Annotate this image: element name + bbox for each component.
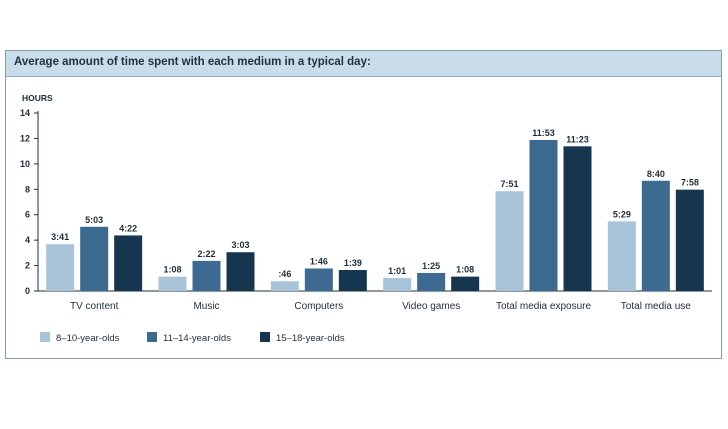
- y-tick-label: 6: [25, 210, 30, 220]
- data-label: 2:22: [197, 249, 215, 259]
- legend-label: 11–14-year-olds: [163, 333, 231, 344]
- y-tick-label: 8: [25, 184, 30, 194]
- x-category-label: Video games: [402, 301, 460, 312]
- legend-swatch: [147, 332, 157, 342]
- data-label: 1:08: [456, 265, 474, 275]
- bar: [192, 260, 221, 291]
- data-label: 3:41: [51, 232, 69, 242]
- y-tick-label: 10: [20, 159, 30, 169]
- legend-label: 8–10-year-olds: [56, 333, 120, 344]
- data-label: 1:46: [310, 256, 328, 266]
- chart-title: Average amount of time spent with each m…: [14, 56, 371, 68]
- data-label: 11:53: [532, 128, 555, 138]
- legend-label: 15–18-year-olds: [276, 333, 345, 344]
- data-label: 7:51: [500, 179, 518, 189]
- bar: [495, 191, 524, 291]
- x-category-label: Computers: [294, 301, 343, 312]
- bar: [338, 270, 367, 291]
- bar: [114, 235, 143, 291]
- data-label: 4:22: [119, 223, 137, 233]
- bar: [563, 146, 592, 291]
- x-category-label: Total media exposure: [496, 301, 591, 312]
- data-label: :46: [278, 269, 291, 279]
- x-category-label: TV content: [70, 301, 119, 312]
- y-axis-label: HOURS: [22, 93, 53, 103]
- y-tick-label: 0: [25, 286, 30, 296]
- y-tick-label: 14: [20, 108, 30, 118]
- x-category-label: Music: [193, 301, 219, 312]
- data-label: 1:01: [388, 266, 406, 276]
- bar: [270, 281, 299, 291]
- bar: [451, 276, 480, 291]
- bar: [641, 180, 670, 291]
- bar: [158, 276, 187, 291]
- bar: [383, 278, 412, 291]
- y-tick-label: 4: [25, 235, 30, 245]
- y-tick-label: 2: [25, 261, 30, 271]
- data-label: 1:08: [163, 265, 181, 275]
- bar: [226, 252, 255, 291]
- legend-swatch: [40, 332, 50, 342]
- data-label: 5:29: [613, 209, 631, 219]
- bar: [304, 268, 333, 291]
- data-label: 7:58: [681, 178, 699, 188]
- x-category-label: Total media use: [621, 301, 691, 312]
- chart-title-bar: Average amount of time spent with each m…: [6, 51, 721, 77]
- data-label: 1:39: [344, 258, 362, 268]
- bar: [529, 139, 558, 291]
- data-label: 1:25: [422, 261, 440, 271]
- bar: [417, 272, 446, 291]
- bar: [607, 221, 636, 291]
- bar: [675, 189, 704, 291]
- data-label: 11:23: [566, 134, 589, 144]
- bar: [80, 226, 109, 291]
- data-label: 3:03: [231, 240, 249, 250]
- legend-swatch: [260, 332, 270, 342]
- bar: [46, 244, 75, 291]
- y-tick-label: 12: [20, 133, 30, 143]
- data-label: 8:40: [647, 169, 665, 179]
- data-label: 5:03: [85, 215, 103, 225]
- chart-panel: Average amount of time spent with each m…: [5, 50, 722, 359]
